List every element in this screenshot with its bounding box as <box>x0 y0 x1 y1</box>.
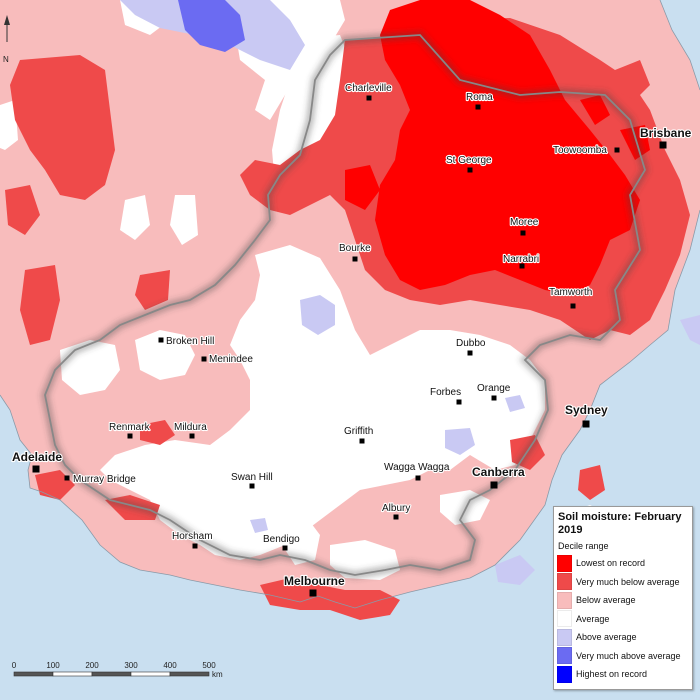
city-marker <box>490 481 498 489</box>
city-markers: Charleville Roma Brisbane Toowoomba St Georg… <box>11 82 693 597</box>
city-marker <box>520 230 526 236</box>
city-marker <box>158 337 164 343</box>
very-much-above-average-regions <box>178 0 245 52</box>
city-label: Dubbo <box>456 338 486 349</box>
city-label: Charleville <box>345 83 392 94</box>
city-label: Wagga Wagga <box>384 462 450 473</box>
city-label: Murray Bridge <box>73 474 136 485</box>
city-marker <box>393 514 399 520</box>
city-marker <box>192 543 198 549</box>
legend-swatch <box>557 610 572 628</box>
city-marker <box>189 433 195 439</box>
legend-item: Above average <box>554 628 692 647</box>
legend-item: Lowest on record <box>554 554 692 573</box>
scale-tick-label: 200 <box>85 661 99 670</box>
scale-tick-label: 500 <box>202 661 216 670</box>
city-label: Broken Hill <box>166 336 214 347</box>
city-marker <box>456 399 462 405</box>
city-marker <box>475 104 481 110</box>
city-marker <box>249 483 255 489</box>
scale-tick-label: 300 <box>124 661 138 670</box>
legend-swatch <box>557 665 572 683</box>
nsw-state-border <box>40 30 650 580</box>
city-label: Brisbane <box>640 126 692 140</box>
city-label: St George <box>446 155 492 166</box>
city-marker <box>614 147 620 153</box>
city-label: Bendigo <box>263 534 300 545</box>
legend-label: Highest on record <box>576 669 648 680</box>
city-marker <box>352 256 358 262</box>
lowest-on-record-regions <box>345 0 650 295</box>
legend-label: Average <box>576 613 610 624</box>
city-marker <box>570 303 576 309</box>
city-marker <box>467 350 473 356</box>
legend-label: Very much below average <box>576 576 680 587</box>
city-label: Roma <box>466 92 493 103</box>
scale-tick-label: 0 <box>12 661 17 670</box>
city-label: Menindee <box>209 354 253 365</box>
legend-label: Above average <box>576 632 637 643</box>
city-label: Narrabri <box>503 254 539 265</box>
city-marker <box>359 438 365 444</box>
city-label: Moree <box>510 217 539 228</box>
city-marker <box>582 420 590 428</box>
legend-item: Below average <box>554 591 692 610</box>
scale-tick-label: 400 <box>163 661 177 670</box>
city-label: Renmark <box>109 422 151 433</box>
city-marker <box>491 395 497 401</box>
city-marker <box>64 475 70 481</box>
city-label: Canberra <box>472 465 525 479</box>
legend-label: Very much above average <box>576 650 681 661</box>
north-arrow: N <box>3 15 10 64</box>
coastline <box>0 0 700 609</box>
city-label: Horsham <box>172 531 213 542</box>
city-marker <box>309 589 317 597</box>
scale-unit: km <box>212 670 223 679</box>
svg-text:N: N <box>3 55 9 64</box>
city-label: Albury <box>382 503 410 514</box>
city-label: Forbes <box>430 387 461 398</box>
legend-swatch <box>557 647 572 665</box>
city-marker <box>366 95 372 101</box>
city-marker <box>519 263 525 269</box>
city-marker <box>201 356 207 362</box>
city-marker <box>467 167 473 173</box>
legend: Soil moisture: February 2019 Decile rang… <box>553 506 693 690</box>
legend-item: Very much below average <box>554 573 692 592</box>
legend-item: Very much above average <box>554 647 692 666</box>
city-marker <box>659 141 667 149</box>
scale-tick-label: 100 <box>46 661 60 670</box>
legend-swatch <box>557 628 572 646</box>
legend-title: Soil moisture: February 2019 <box>558 511 682 536</box>
legend-swatch <box>557 554 572 572</box>
city-label: Tamworth <box>549 287 592 298</box>
city-label: Sydney <box>565 403 608 417</box>
city-marker <box>32 465 40 473</box>
legend-item: Highest on record <box>554 665 692 684</box>
city-marker <box>282 545 288 551</box>
city-label: Orange <box>477 383 511 394</box>
city-label: Toowoomba <box>553 145 607 156</box>
legend-label: Below average <box>576 595 636 606</box>
legend-subtitle: Decile range <box>558 541 609 551</box>
city-marker <box>415 475 421 481</box>
city-label: Swan Hill <box>231 472 273 483</box>
city-label: Bourke <box>339 243 371 254</box>
city-label: Mildura <box>174 422 207 433</box>
city-label: Melbourne <box>284 574 345 588</box>
legend-label: Lowest on record <box>576 558 646 569</box>
legend-swatch <box>557 573 572 591</box>
legend-item: Average <box>554 610 692 629</box>
city-label: Adelaide <box>12 450 62 464</box>
city-label: Griffith <box>344 426 373 437</box>
legend-swatch <box>557 591 572 609</box>
city-marker <box>127 433 133 439</box>
